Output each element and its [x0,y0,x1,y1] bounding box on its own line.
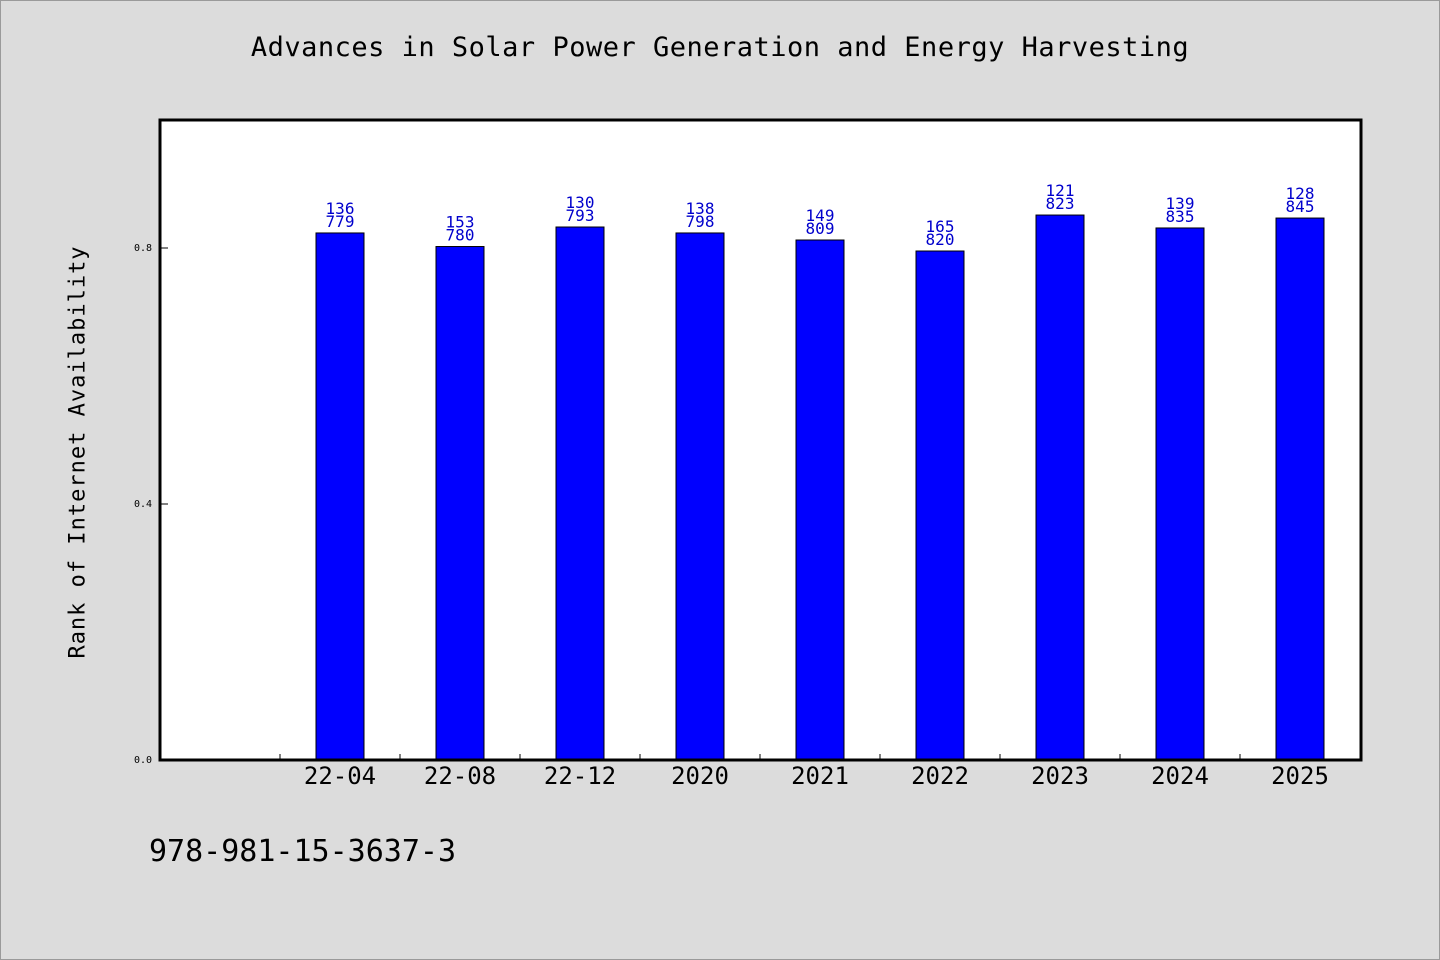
data-label-top: 121 [1046,181,1075,200]
data-label-bottom: 823 [1046,194,1075,213]
chart-title: Advances in Solar Power Generation and E… [250,32,1190,63]
x-tick-label: 22-08 [424,762,496,790]
data-label-bottom: 820 [926,230,955,249]
x-tick-label: 22-04 [304,762,376,790]
bar [915,250,965,761]
y-tick-label: 0.4 [134,499,152,510]
data-label-top: 165 [926,217,955,236]
data-label-top: 153 [446,213,475,232]
bar [1155,227,1205,761]
bar [1035,214,1085,761]
data-label-top: 139 [1166,194,1195,213]
bar [555,226,605,761]
data-label-top: 128 [1286,184,1315,203]
x-tick-label: 2021 [791,762,849,790]
data-label-bottom: 793 [566,206,595,225]
y-tick-label: 0.0 [134,755,152,766]
data-label-bottom: 798 [686,212,715,231]
bar [675,232,725,761]
x-tick-label: 2024 [1151,762,1209,790]
x-tick-label: 2025 [1271,762,1329,790]
bar [795,239,845,761]
data-label-bottom: 780 [446,226,475,245]
data-label-bottom: 809 [806,219,835,238]
data-label-top: 130 [566,193,595,212]
data-label-top: 136 [326,199,355,218]
x-tick-label: 2022 [911,762,969,790]
data-label-top: 138 [686,199,715,218]
data-label-bottom: 845 [1286,197,1315,216]
isbn-text: 978-981-15-3637-3 [149,834,457,869]
bar [435,246,485,761]
bar [315,232,365,761]
data-label-bottom: 779 [326,212,355,231]
x-tick-label: 22-12 [544,762,616,790]
x-tick-label: 2020 [671,762,729,790]
plot-border [158,118,1363,762]
y-tick-label: 0.8 [134,243,152,254]
x-tick-label: 2023 [1031,762,1089,790]
data-label-bottom: 835 [1166,207,1195,226]
bar [1275,217,1325,761]
data-label-top: 149 [806,206,835,225]
